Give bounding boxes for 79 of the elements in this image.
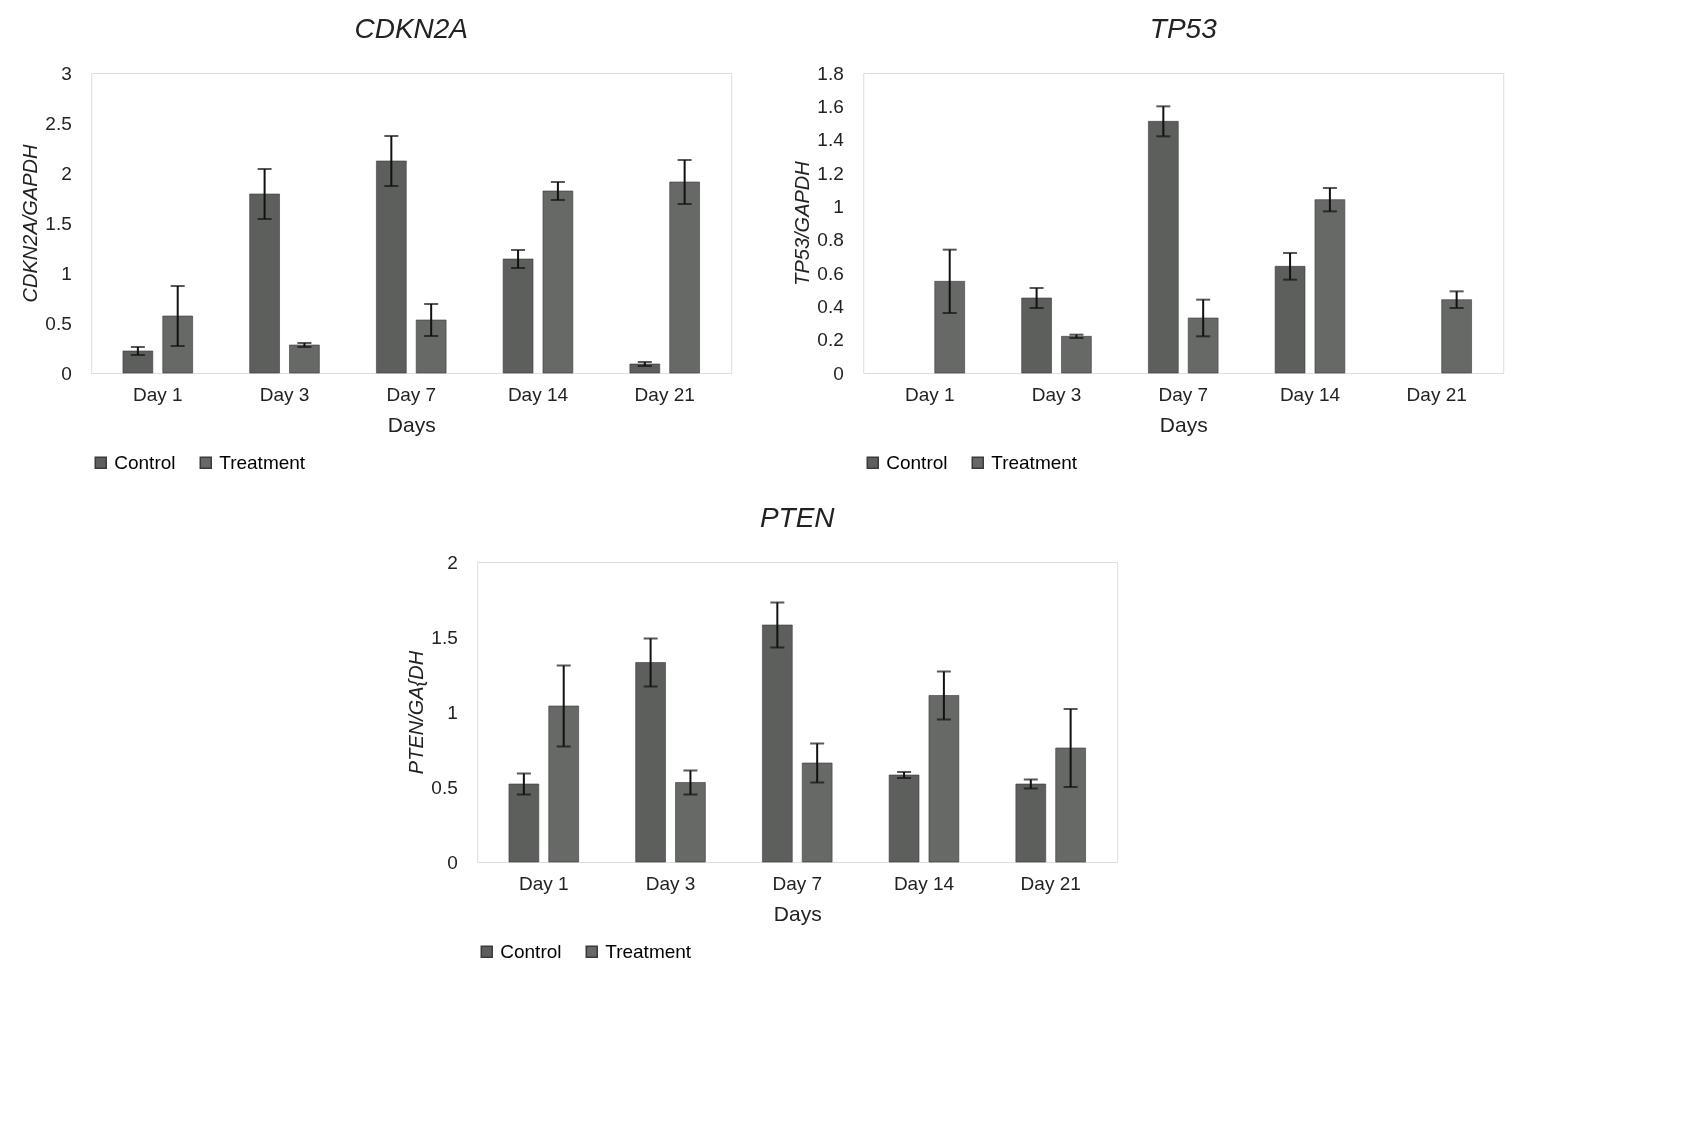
x-axis-title: Days xyxy=(773,901,822,925)
y-tick-label: 0.8 xyxy=(817,229,844,251)
bar xyxy=(762,624,793,863)
y-tick-label: 0.5 xyxy=(431,776,458,798)
y-tick-label: 0 xyxy=(447,851,458,873)
bar xyxy=(249,193,280,374)
x-tick-label: Day 14 xyxy=(507,383,569,405)
bar xyxy=(508,783,540,863)
legend-label: Control xyxy=(886,451,948,473)
bar xyxy=(801,762,833,863)
bar xyxy=(675,782,706,863)
x-axis-title: Days xyxy=(387,412,436,436)
chart-title: PTEN xyxy=(759,502,836,533)
y-tick-label: 0.5 xyxy=(45,312,72,334)
y-tick-label: 0.2 xyxy=(817,329,844,351)
y-tick-label: 0.6 xyxy=(817,262,844,284)
bar xyxy=(1441,299,1472,374)
legend-label: Control xyxy=(500,940,562,962)
bar xyxy=(934,281,965,374)
chart-title: CDKN2A xyxy=(354,13,469,44)
y-tick-label: 1 xyxy=(833,195,844,217)
y-tick-label: 1.8 xyxy=(817,62,844,84)
bar xyxy=(1187,317,1219,374)
x-tick-label: Day 14 xyxy=(893,872,955,894)
y-axis-title: CDKN2A/GAPDH xyxy=(19,144,42,303)
x-tick-label: Day 1 xyxy=(518,872,569,894)
bar xyxy=(548,705,579,863)
bar xyxy=(502,258,534,374)
y-tick-label: 1.4 xyxy=(817,129,845,151)
x-tick-label: Day 3 xyxy=(1031,383,1082,405)
bar xyxy=(1021,297,1052,374)
bar xyxy=(1015,783,1047,863)
x-tick-label: Day 7 xyxy=(386,383,437,405)
bar xyxy=(1061,336,1092,374)
y-tick-label: 2 xyxy=(447,551,458,573)
y-tick-label: 1.5 xyxy=(431,626,458,648)
x-tick-label: Day 1 xyxy=(132,383,183,405)
bar xyxy=(1274,266,1306,374)
bar xyxy=(888,774,920,863)
y-tick-label: 1.2 xyxy=(817,162,844,184)
y-tick-label: 1 xyxy=(61,262,72,284)
x-tick-label: Day 7 xyxy=(1158,383,1209,405)
bar xyxy=(162,315,193,374)
bar xyxy=(376,160,407,374)
bar xyxy=(1148,121,1179,374)
x-tick-label: Day 21 xyxy=(1020,872,1081,894)
x-tick-label: Day 1 xyxy=(904,383,955,405)
legend-label: Treatment xyxy=(219,451,306,473)
legend-label: Control xyxy=(114,451,176,473)
x-tick-label: Day 21 xyxy=(1406,383,1467,405)
bar xyxy=(1314,199,1346,374)
y-tick-label: 0 xyxy=(61,362,72,384)
legend-label: Treatment xyxy=(605,940,692,962)
y-tick-label: 3 xyxy=(61,62,72,84)
x-tick-label: Day 14 xyxy=(1279,383,1341,405)
x-axis-title: Days xyxy=(1159,412,1208,436)
y-axis-title: TP53/GAPDH xyxy=(791,160,814,286)
y-tick-label: 1.5 xyxy=(45,212,72,234)
bar xyxy=(289,344,320,374)
bar xyxy=(635,662,666,863)
x-tick-label: Day 7 xyxy=(772,872,823,894)
bar xyxy=(415,319,447,374)
chart-title: TP53 xyxy=(1149,13,1218,44)
bar xyxy=(669,181,700,374)
x-tick-label: Day 21 xyxy=(634,383,695,405)
y-axis-title: PTEN/GA{DH xyxy=(405,650,428,775)
x-tick-label: Day 3 xyxy=(259,383,310,405)
x-tick-label: Day 3 xyxy=(645,872,696,894)
bar xyxy=(122,350,154,374)
y-tick-label: 2.5 xyxy=(45,112,72,134)
bar xyxy=(1055,747,1086,863)
y-tick-label: 1.6 xyxy=(817,95,844,117)
legend-label: Treatment xyxy=(991,451,1078,473)
y-tick-label: 0 xyxy=(833,362,844,384)
bar xyxy=(928,695,960,863)
bar xyxy=(542,190,574,374)
y-tick-label: 1 xyxy=(447,701,458,723)
y-tick-label: 2 xyxy=(61,162,72,184)
y-tick-label: 0.4 xyxy=(817,295,845,317)
